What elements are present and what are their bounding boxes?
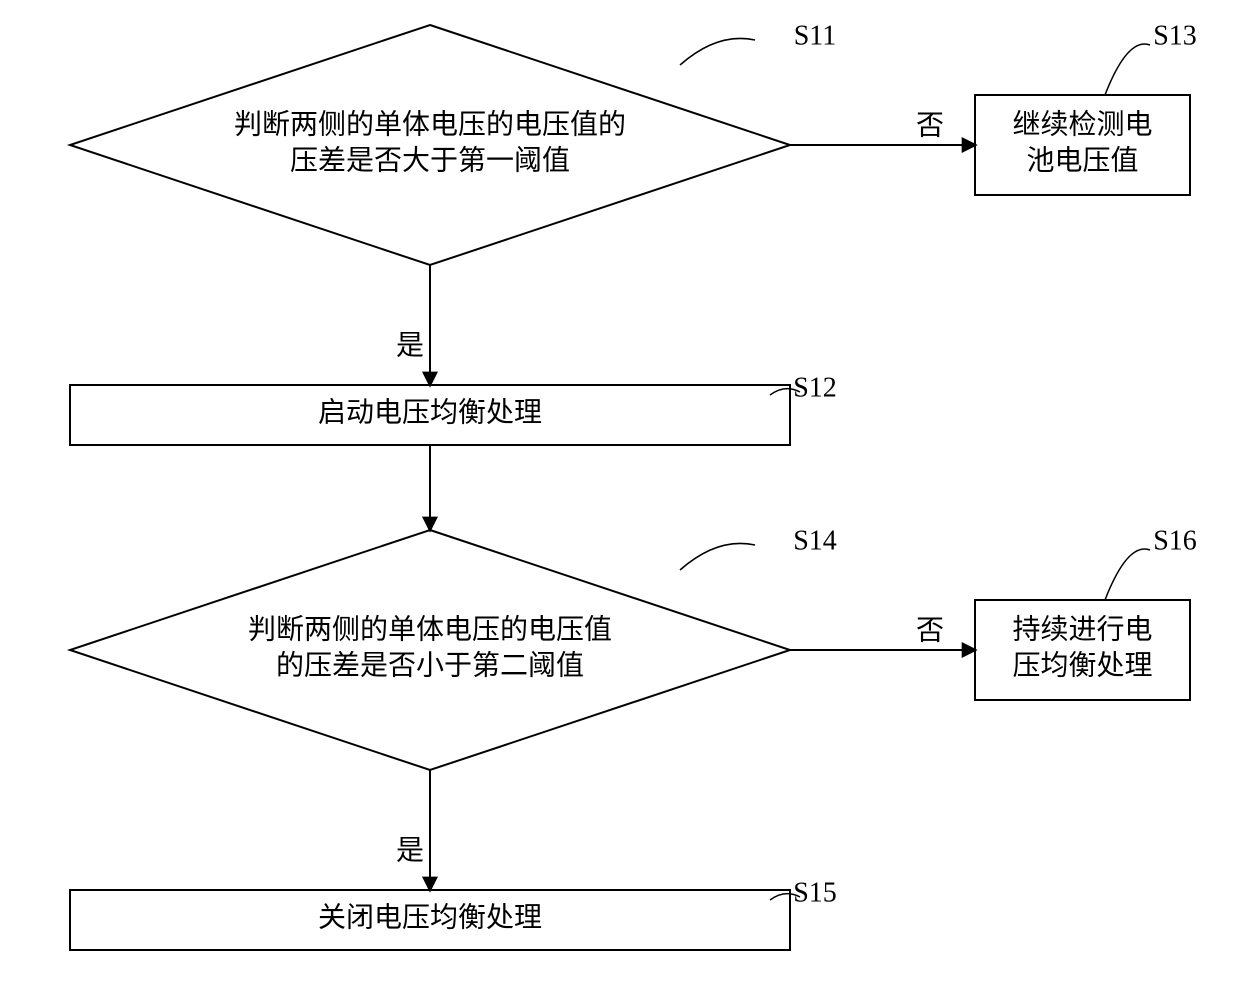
step-label-s12: S12 <box>793 372 837 403</box>
node-text-s15-0: 关闭电压均衡处理 <box>318 901 542 933</box>
edge-label-1: 否 <box>916 110 944 141</box>
step-label-s14: S14 <box>793 525 837 556</box>
node-s13: 继续检测电池电压值 <box>975 95 1190 195</box>
node-s12: 启动电压均衡处理 <box>70 385 790 445</box>
edge-label-0: 是 <box>396 330 424 361</box>
node-text-s12-0: 启动电压均衡处理 <box>318 396 542 428</box>
edge-label-4: 否 <box>916 615 944 646</box>
node-s14: 判断两侧的单体电压的电压值的压差是否小于第二阈值 <box>70 530 790 770</box>
flowchart-canvas: 判断两侧的单体电压的电压值的压差是否大于第一阈值 继续检测电池电压值启动电压均衡处… <box>0 0 1240 996</box>
node-s15: 关闭电压均衡处理 <box>70 890 790 950</box>
node-text-s14-0: 判断两侧的单体电压的电压值 <box>248 613 612 645</box>
leader-s13 <box>1105 44 1150 95</box>
node-text-s16-1: 压均衡处理 <box>1012 649 1152 681</box>
edge-label-3: 是 <box>396 835 424 866</box>
node-text-s14-1: 的压差是否小于第二阈值 <box>276 649 584 681</box>
node-s16: 持续进行电压均衡处理 <box>975 600 1190 700</box>
node-text-s16-0: 持续进行电 <box>1012 613 1152 645</box>
leader-s11 <box>680 38 755 65</box>
leader-s16 <box>1105 549 1150 600</box>
step-label-s13: S13 <box>1153 20 1197 51</box>
step-label-s15: S15 <box>793 877 837 908</box>
step-label-s11: S11 <box>794 20 837 51</box>
step-label-s16: S16 <box>1153 525 1197 556</box>
node-text-s13-0: 继续检测电 <box>1012 108 1152 140</box>
node-s11: 判断两侧的单体电压的电压值的压差是否大于第一阈值 <box>70 25 790 265</box>
node-text-s13-1: 池电压值 <box>1026 144 1138 176</box>
node-text-s11-1: 压差是否大于第一阈值 <box>290 144 570 176</box>
node-text-s11-0: 判断两侧的单体电压的电压值的 <box>234 108 626 140</box>
leader-s14 <box>680 543 755 570</box>
